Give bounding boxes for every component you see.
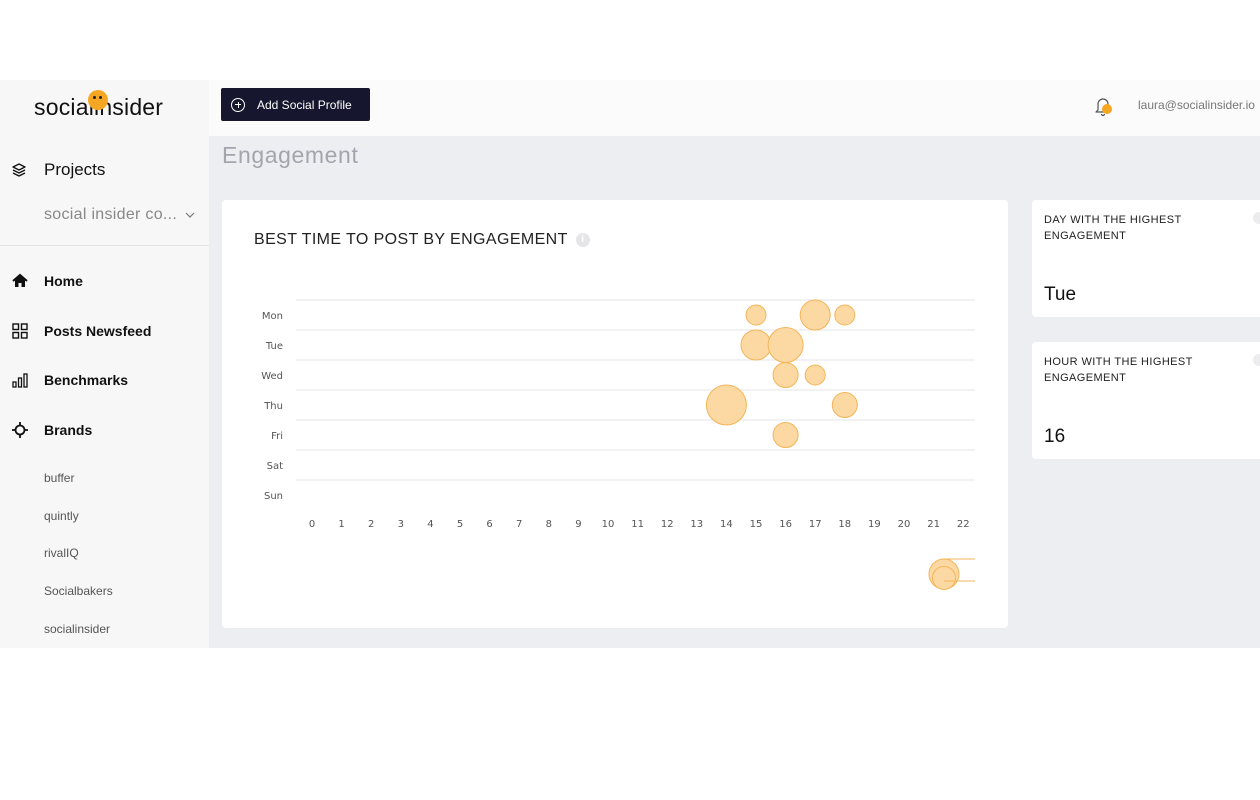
projects-header[interactable]: Projects: [12, 160, 105, 180]
x-tick-label: 3: [398, 519, 404, 530]
x-tick-label: 4: [427, 519, 433, 530]
y-tick-label: Sat: [267, 461, 283, 472]
sidebar-item-brands[interactable]: Brands: [12, 422, 92, 438]
brand-item-quintly[interactable]: quintly: [44, 509, 79, 523]
sidebar-item-posts-newsfeed[interactable]: Posts Newsfeed: [12, 323, 151, 339]
x-tick-label: 5: [457, 519, 463, 530]
data-bubble: [831, 392, 858, 418]
x-tick-label: 7: [516, 519, 522, 530]
data-bubble: [804, 364, 826, 386]
x-tick-label: 16: [779, 519, 792, 530]
x-tick-label: 1: [338, 519, 344, 530]
x-tick-label: 2: [368, 519, 374, 530]
info-icon[interactable]: [1253, 354, 1260, 366]
size-legend-bubble: [932, 566, 956, 590]
data-bubble: [745, 304, 767, 326]
y-tick-label: Mon: [262, 311, 283, 322]
brand-item-socialinsider[interactable]: socialinsider: [44, 622, 111, 636]
x-tick-label: 15: [750, 519, 763, 530]
data-bubble: [705, 384, 747, 426]
brand-item-buffer[interactable]: buffer: [44, 471, 75, 485]
sidebar-item-label: Home: [44, 273, 83, 289]
brand-item-rivaliq[interactable]: rivalIQ: [44, 546, 79, 560]
sidebar-item-home[interactable]: Home: [12, 273, 83, 289]
top-bar: Add Social Profile laura@socialinsider.i…: [209, 80, 1260, 136]
stat-value: Tue: [1044, 284, 1077, 305]
stat-card-hour: HOUR WITH THE HIGHEST ENGAGEMENT 16: [1032, 342, 1260, 459]
add-social-profile-button[interactable]: Add Social Profile: [221, 88, 370, 121]
y-tick-label: Thu: [263, 401, 283, 412]
home-icon: [12, 273, 28, 287]
x-tick-label: 8: [546, 519, 552, 530]
x-tick-label: 6: [486, 519, 492, 530]
project-select-value: social insider co...: [44, 206, 178, 223]
x-tick-label: 19: [868, 519, 881, 530]
logo-dot-icon: [88, 90, 108, 110]
stat-label: DAY WITH THE HIGHEST ENGAGEMENT: [1044, 214, 1182, 242]
y-tick-label: Wed: [261, 371, 283, 382]
project-select[interactable]: social insider co...: [44, 206, 195, 224]
y-tick-label: Sun: [264, 491, 283, 502]
info-icon[interactable]: i: [575, 232, 590, 247]
x-tick-label: 18: [838, 519, 851, 530]
app-window: socialinsider Projects social insider co…: [0, 80, 1260, 648]
x-tick-label: 20: [898, 519, 911, 530]
sidebar-divider: [0, 245, 209, 246]
sidebar-item-label: Benchmarks: [44, 372, 129, 388]
x-tick-label: 0: [309, 519, 315, 530]
x-tick-label: 10: [602, 519, 615, 530]
notification-badge: [1102, 104, 1112, 114]
stat-card-day: DAY WITH THE HIGHEST ENGAGEMENT Tue: [1032, 200, 1260, 317]
info-icon[interactable]: [1253, 212, 1260, 224]
stat-label: HOUR WITH THE HIGHEST ENGAGEMENT: [1044, 356, 1193, 384]
x-tick-label: 12: [661, 519, 674, 530]
chart-title: BEST TIME TO POST BY ENGAGEMENT i: [254, 231, 590, 249]
data-bubble: [772, 422, 799, 448]
sidebar: socialinsider Projects social insider co…: [0, 80, 209, 648]
data-bubble: [799, 299, 831, 331]
user-email[interactable]: laura@socialinsider.io: [1138, 98, 1255, 112]
sidebar-item-label: Brands: [44, 422, 93, 438]
x-tick-label: 21: [927, 519, 940, 530]
sidebar-item-label: Posts Newsfeed: [44, 323, 152, 339]
best-time-chart-card: Mon Tue Wed Thu Fri Sat Sun 0 1 2 3 4 5 6 7 8 9 10 11 12 13 1…: [222, 200, 1008, 628]
layers-icon: [12, 163, 26, 177]
x-tick-label: 13: [690, 519, 703, 530]
bar-chart-icon: [12, 373, 28, 388]
page-title: Engagement: [222, 142, 359, 168]
data-bubble: [834, 304, 856, 326]
chart-title-text: BEST TIME TO POST BY ENGAGEMENT: [254, 231, 568, 248]
x-tick-label: 22: [957, 519, 970, 530]
plus-circle-icon: [231, 97, 245, 112]
stat-value: 16: [1044, 426, 1066, 447]
x-tick-label: 14: [720, 519, 733, 530]
y-tick-label: Tue: [265, 341, 283, 352]
brand-item-socialbakers[interactable]: Socialbakers: [44, 584, 113, 598]
projects-label: Projects: [44, 160, 106, 179]
crosshair-icon: [12, 422, 28, 438]
add-social-profile-label: Add Social Profile: [257, 97, 352, 112]
data-bubble: [772, 362, 799, 388]
data-bubble: [767, 327, 804, 363]
x-tick-label: 11: [631, 519, 644, 530]
sidebar-item-benchmarks[interactable]: Benchmarks: [12, 372, 128, 388]
chevron-down-icon: [185, 212, 195, 218]
x-tick-label: 17: [809, 519, 822, 530]
data-bubble: [740, 329, 772, 361]
x-tick-label: 9: [575, 519, 581, 530]
grid-icon: [12, 323, 28, 339]
y-tick-label: Fri: [271, 431, 283, 442]
